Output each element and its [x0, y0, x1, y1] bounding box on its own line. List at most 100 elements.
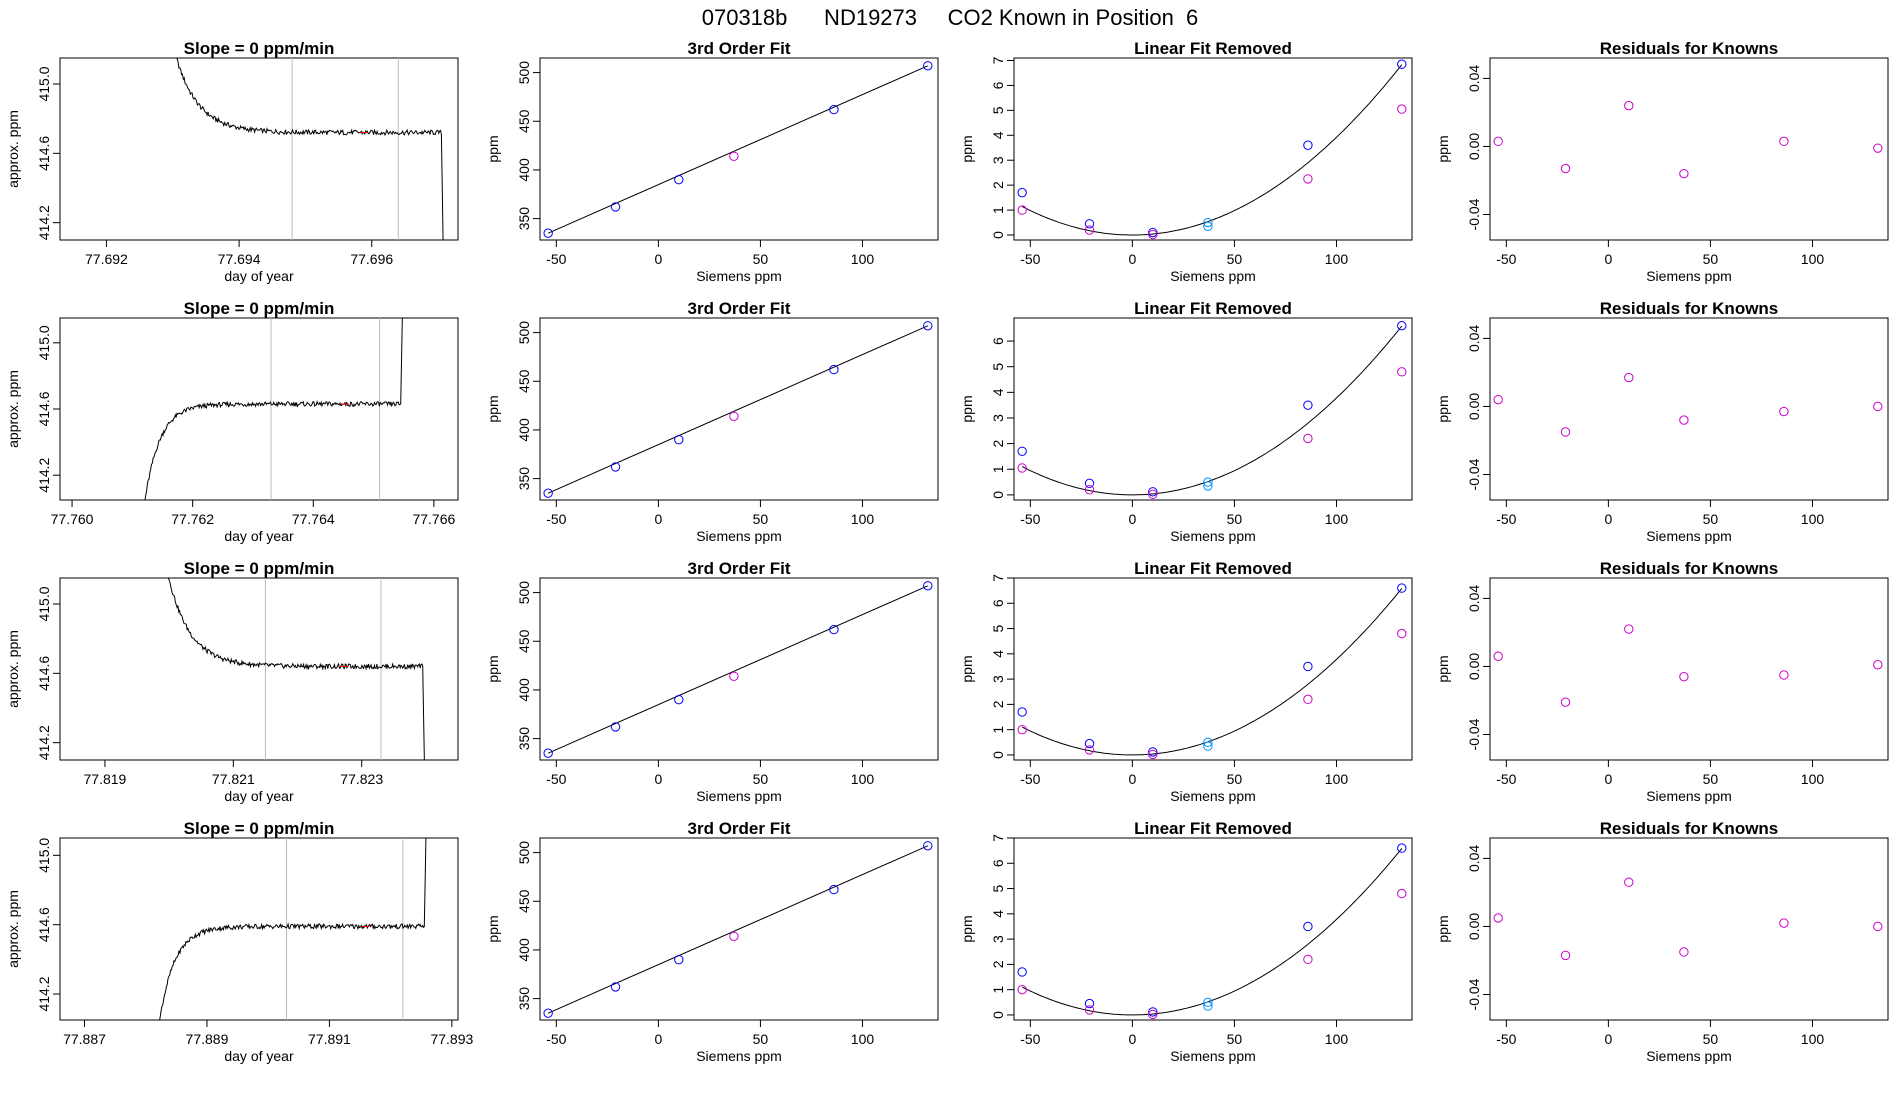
chart-title: Slope = 0 ppm/min	[184, 299, 335, 318]
data-point	[1493, 136, 1503, 147]
plot-frame	[59, 577, 459, 761]
y-tick-label: 415.0	[36, 586, 52, 621]
y-tick-label: 3	[990, 675, 1006, 683]
x-axis-label: Siemens ppm	[1170, 268, 1256, 284]
y-tick-label: 5	[990, 363, 1006, 371]
y-axis-label: ppm	[1435, 395, 1451, 422]
data-point	[1148, 487, 1158, 497]
y-tick-label: 0	[990, 1011, 1006, 1019]
x-tick-label: 50	[1227, 771, 1243, 787]
plot-area	[176, 58, 444, 240]
x-tick-label: 77.819	[84, 771, 127, 787]
data-point	[1397, 628, 1407, 639]
y-tick-label: 0.04	[1466, 845, 1482, 872]
x-tick-label: 77.887	[63, 1031, 106, 1047]
y-tick-label: 7	[990, 56, 1006, 64]
plot-frame	[1013, 837, 1413, 1021]
x-tick-label: 50	[753, 1031, 769, 1047]
y-axis-label: approx. ppm	[5, 630, 21, 708]
y-tick-label: 414.2	[36, 457, 52, 492]
y-tick-label: -0.04	[1466, 198, 1482, 230]
y-tick-label: 6	[990, 337, 1006, 345]
data-point	[1397, 59, 1407, 69]
data-point	[829, 884, 839, 895]
x-tick-label: -50	[1020, 511, 1040, 527]
data-point	[1397, 843, 1407, 853]
y-tick-label: 7	[990, 574, 1006, 582]
data-point	[543, 228, 553, 238]
x-tick-label: 100	[1801, 771, 1825, 787]
chart-title: Linear Fit Removed	[1134, 819, 1292, 838]
data-point	[1203, 221, 1213, 231]
y-tick-label: 400	[516, 418, 532, 442]
panel-r2-c2: 3rd Order Fit -50 0 50 100 350 400 450 500 Siemen…	[485, 299, 939, 544]
y-tick-label: 4	[990, 650, 1006, 658]
data-point	[610, 202, 621, 212]
data-point	[923, 61, 933, 71]
chart-title: 3rd Order Fit	[688, 559, 791, 578]
x-tick-label: -50	[546, 1031, 566, 1047]
y-tick-label: 7	[990, 834, 1006, 842]
panel-r3-c4: Residuals for Knowns -50 0 50 100 -0.04 0.00 0.…	[1435, 559, 1889, 804]
data-point	[1303, 140, 1313, 150]
y-tick-label: 0.04	[1466, 585, 1482, 612]
data-point	[1397, 583, 1407, 593]
data-point	[1493, 651, 1503, 661]
x-axis-label: Siemens ppm	[696, 268, 782, 284]
x-tick-label: 50	[1703, 1031, 1719, 1047]
data-point	[1017, 724, 1027, 735]
data-point	[1203, 217, 1213, 228]
plot-area	[1493, 100, 1883, 179]
data-point	[1779, 918, 1789, 928]
x-tick-label: 0	[1128, 251, 1136, 267]
y-tick-label: 3	[990, 156, 1006, 164]
y-tick-label: 0	[990, 751, 1006, 759]
x-tick-label: 50	[1227, 251, 1243, 267]
panel-r4-c3: Linear Fit Removed -50 0 50 100 0 1 2 3 4 5 6 7 Sieme…	[959, 819, 1413, 1064]
y-axis-label: approx. ppm	[5, 890, 21, 968]
y-tick-label: 0.00	[1466, 393, 1482, 420]
data-point	[1148, 749, 1158, 760]
x-tick-label: 77.821	[212, 771, 255, 787]
x-tick-label: 50	[1703, 511, 1719, 527]
panel-r1-c3: Linear Fit Removed -50 0 50 100 0 1 2 3 4 5 6 7 Sieme…	[959, 39, 1413, 284]
data-point	[1303, 433, 1313, 444]
plot-frame	[1013, 317, 1413, 501]
x-axis-label: day of year	[224, 268, 294, 284]
y-tick-label: 500	[516, 841, 532, 865]
y-tick-label: 4	[990, 388, 1006, 396]
y-tick-label: 414.2	[36, 205, 52, 240]
y-tick-label: 415.0	[36, 838, 52, 873]
y-tick-label: 2	[990, 960, 1006, 968]
panel-r3-c2: 3rd Order Fit -50 0 50 100 350 400 450 500 Siemen…	[485, 559, 939, 804]
data-point	[1148, 489, 1158, 500]
y-axis-label: ppm	[485, 915, 501, 942]
y-tick-label: 2	[990, 700, 1006, 708]
y-tick-label: 414.6	[36, 907, 52, 942]
data-point	[1397, 888, 1407, 899]
x-tick-label: 50	[753, 511, 769, 527]
data-point	[1017, 446, 1027, 456]
x-axis-label: Siemens ppm	[696, 1048, 782, 1064]
x-tick-label: -50	[546, 771, 566, 787]
x-tick-label: -50	[1496, 511, 1516, 527]
panel-r1-c4: Residuals for Knowns -50 0 50 100 -0.04 0.00 0.…	[1435, 39, 1889, 284]
y-tick-label: 3	[990, 414, 1006, 422]
panel-r1-c1: Slope = 0 ppm/min 77.692 77.694 77.696 414.2…	[5, 39, 459, 284]
y-tick-label: 5	[990, 884, 1006, 892]
data-point	[1203, 737, 1213, 748]
x-tick-label: 100	[851, 251, 875, 267]
chart-title: Slope = 0 ppm/min	[184, 819, 335, 838]
data-point	[1873, 401, 1883, 412]
x-tick-label: 0	[654, 771, 662, 787]
data-point	[610, 722, 621, 732]
data-point	[729, 671, 739, 681]
panel-r2-c3: Linear Fit Removed -50 0 50 100 0 1 2 3 4 5 6 Siemen…	[959, 299, 1413, 544]
x-tick-label: 50	[753, 771, 769, 787]
data-point	[829, 624, 839, 635]
page-title: 070318b ND19273 CO2 Known in Position 6	[702, 5, 1199, 30]
plot-area	[1017, 583, 1407, 760]
y-tick-label: 400	[516, 938, 532, 962]
data-point	[1017, 967, 1027, 977]
